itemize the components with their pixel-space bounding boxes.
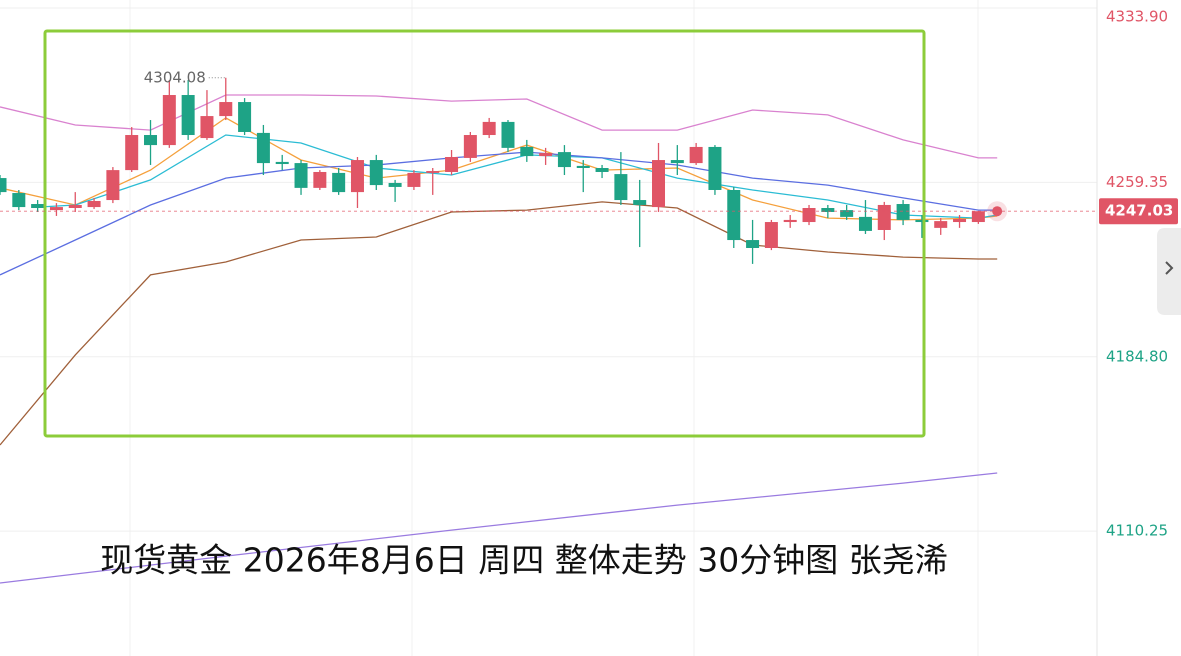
candle-body [708,146,722,190]
candle-body [125,135,139,171]
highlight-box [43,29,926,438]
last-price-label: 4247.03 [1105,202,1173,220]
candle-body [557,152,571,168]
candle-body [802,208,816,223]
candle-body [501,121,515,148]
candle-body [200,116,214,139]
candle-body [445,157,459,172]
candle-body [595,168,609,172]
chevron-icon[interactable] [1165,261,1174,275]
last-price-box [1099,198,1178,225]
candle-body [162,95,176,146]
side-panel-toggle[interactable] [1157,228,1181,315]
candle-body [0,178,7,193]
candle-body [181,95,195,136]
candles [0,77,985,264]
candle-body [294,163,308,188]
y-tick-label: 4259.35 [1106,173,1168,191]
candle-body [764,222,778,248]
candle-body [426,171,440,173]
vertical-grid [129,0,979,656]
chart-title: 现货黄金 2026年8月6日 周四 整体走势 30分钟图 张尧浠 [100,541,947,580]
candle-body [877,204,891,230]
candle-body [238,102,252,132]
candle-body [539,153,553,157]
candle-body [144,135,158,146]
candle-body [840,210,854,217]
indicator-line [0,201,998,446]
candle-body [746,240,760,248]
candle-body [953,218,967,223]
candle-body [256,132,270,164]
candle-body [68,204,82,208]
candle-body [727,189,741,241]
candle-body [482,121,496,136]
candle-body [821,208,835,212]
candle-body [219,102,233,117]
candle-body [275,161,289,165]
y-tick-label: 4110.25 [1106,522,1168,540]
grid [0,7,1097,532]
candle-body [520,146,534,157]
candle-body [31,204,45,208]
candle-body [407,172,421,187]
candle-body [652,160,666,208]
candle-body [388,182,402,187]
candle-body [783,219,797,223]
overlay: 4247.03 4304.08 [0,68,1178,225]
candle-body [915,219,929,223]
candle-body [106,170,120,201]
candle-body [332,172,346,193]
indicator-line [0,472,998,584]
y-tick-label: 4333.90 [1106,8,1168,26]
candle-body [858,216,872,231]
candle-body [313,171,327,188]
candle-body [12,193,26,208]
candle-body [350,160,364,193]
candle-body [971,211,985,223]
y-tick-label: 4184.80 [1106,347,1168,365]
candle-body [463,135,477,158]
candle-body [369,160,383,186]
candle-body [87,200,101,208]
candle-body [670,160,684,164]
high-annotation: 4304.08 [144,68,206,86]
candle-body [689,146,703,164]
last-price-dot [992,206,1003,217]
candle-body [614,174,628,201]
y-axis: 4333.90 4259.35 4184.80 4110.25 [1106,8,1168,540]
candle-body [896,204,910,220]
candle-body [49,207,63,211]
candle-body [934,221,948,228]
candle-body [576,165,590,168]
candle-body [633,200,647,205]
